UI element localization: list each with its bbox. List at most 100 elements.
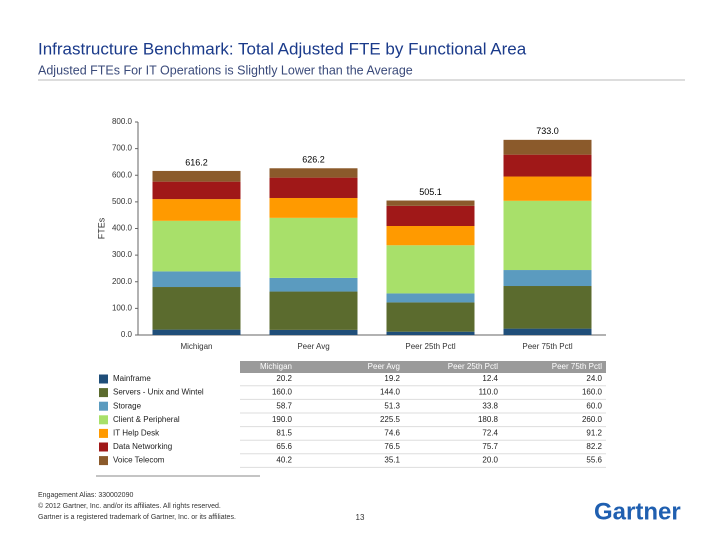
total-label: 733.0 [536, 126, 559, 136]
table-header-bg [240, 361, 606, 373]
legend-swatch [99, 442, 108, 452]
x-tick-label: Michigan [180, 342, 212, 351]
bar-segment [269, 329, 358, 335]
bar-segment [503, 154, 592, 177]
table-cell: 180.8 [478, 415, 499, 424]
bar-segment [386, 200, 475, 206]
table-cell: 58.7 [276, 401, 292, 410]
x-tick-label: Peer 25th Pctl [405, 342, 455, 351]
table-cell: 60.0 [586, 401, 602, 410]
bar-segment [386, 245, 475, 294]
logo: Gartner [594, 498, 681, 525]
bar-segment [503, 270, 592, 287]
table-cell: 76.5 [384, 442, 400, 451]
y-tick-label: 400.0 [112, 224, 133, 233]
legend-label: Storage [113, 401, 142, 410]
table-cell: 91.2 [586, 429, 602, 438]
legend-label: Client & Peripheral [113, 415, 180, 424]
footer-text: Engagement Alias: 330002090 [38, 492, 133, 499]
total-label: 505.1 [419, 187, 442, 197]
bar-segment [152, 329, 241, 335]
legend-swatch [99, 415, 108, 425]
table-cell: 19.2 [384, 374, 400, 383]
table-cell: 40.2 [276, 456, 292, 465]
table-cell: 20.0 [482, 456, 498, 465]
table-cell: 75.7 [482, 442, 498, 451]
y-tick-label: 500.0 [112, 197, 133, 206]
bar-segment [386, 302, 475, 332]
y-axis-label: FTEs [96, 217, 106, 239]
bar-segment [269, 277, 358, 292]
legend-swatch [99, 401, 108, 411]
table-cell: 24.0 [586, 374, 602, 383]
bar-segment [152, 220, 241, 272]
footer-text: © 2012 Gartner, Inc. and/or its affiliat… [38, 502, 221, 510]
table-header: Peer 25th Pctl [448, 362, 498, 371]
bar-segment [386, 225, 475, 246]
table-cell: 260.0 [582, 415, 603, 424]
table-cell: 225.5 [380, 415, 401, 424]
table-cell: 33.8 [482, 401, 498, 410]
table-header: Michigan [260, 362, 292, 371]
legend-swatch [99, 456, 108, 466]
legend-label: IT Help Desk [113, 429, 160, 438]
table-cell: 12.4 [482, 374, 498, 383]
table-cell: 74.6 [384, 429, 400, 438]
total-label: 616.2 [185, 157, 208, 167]
table-cell: 55.6 [586, 456, 602, 465]
bar-segment [152, 199, 241, 221]
legend-label: Mainframe [113, 374, 151, 383]
bar-segment [386, 331, 475, 335]
bar-segment [503, 176, 592, 201]
y-tick-label: 600.0 [112, 170, 133, 179]
y-tick-label: 300.0 [112, 250, 133, 259]
page-number: 13 [356, 513, 365, 522]
bar-segment [269, 291, 358, 330]
table-cell: 110.0 [479, 388, 499, 397]
bar-segment [152, 181, 241, 200]
bar-segment [503, 200, 592, 271]
slide-title: Infrastructure Benchmark: Total Adjusted… [38, 39, 527, 58]
bar-segment [269, 177, 358, 198]
legend-swatch [99, 388, 108, 398]
total-label: 626.2 [302, 155, 325, 165]
bar-segment [152, 287, 241, 330]
table-header: Peer Avg [368, 362, 400, 371]
footer-text: Gartner is a registered trademark of Gar… [38, 514, 236, 521]
table-cell: 160.0 [272, 388, 293, 397]
y-tick-label: 0.0 [121, 330, 133, 339]
table-cell: 35.1 [384, 456, 400, 465]
legend-label: Voice Telecom [113, 456, 165, 465]
bar-segment [503, 139, 592, 155]
table-cell: 72.4 [482, 429, 498, 438]
table-cell: 160.0 [582, 388, 603, 397]
y-tick-label: 200.0 [112, 277, 133, 286]
legend-swatch [99, 428, 108, 438]
table-cell: 81.5 [276, 429, 292, 438]
bar-segment [269, 217, 358, 278]
bar-segment [503, 328, 592, 335]
table-cell: 82.2 [586, 442, 602, 451]
table-cell: 190.0 [272, 415, 293, 424]
table-header: Peer 75th Pctl [552, 362, 602, 371]
legend-label: Data Networking [113, 442, 172, 451]
table-cell: 20.2 [276, 374, 292, 383]
bar-segment [503, 286, 592, 329]
bar-segment [152, 271, 241, 288]
legend-label: Servers - Unix and Wintel [113, 388, 204, 397]
bar-segment [269, 197, 358, 218]
legend-swatch [99, 374, 108, 384]
table-cell: 144.0 [380, 388, 401, 397]
x-tick-label: Peer Avg [297, 342, 329, 351]
x-tick-label: Peer 75th Pctl [522, 342, 572, 351]
bar-segment [269, 168, 358, 178]
bar-segment [386, 205, 475, 226]
y-tick-label: 100.0 [112, 303, 133, 312]
bar-segment [152, 170, 241, 182]
bar-segment [386, 293, 475, 303]
table-cell: 51.3 [384, 401, 400, 410]
slide-subtitle: Adjusted FTEs For IT Operations is Sligh… [38, 63, 413, 77]
table-cell: 65.6 [276, 442, 292, 451]
